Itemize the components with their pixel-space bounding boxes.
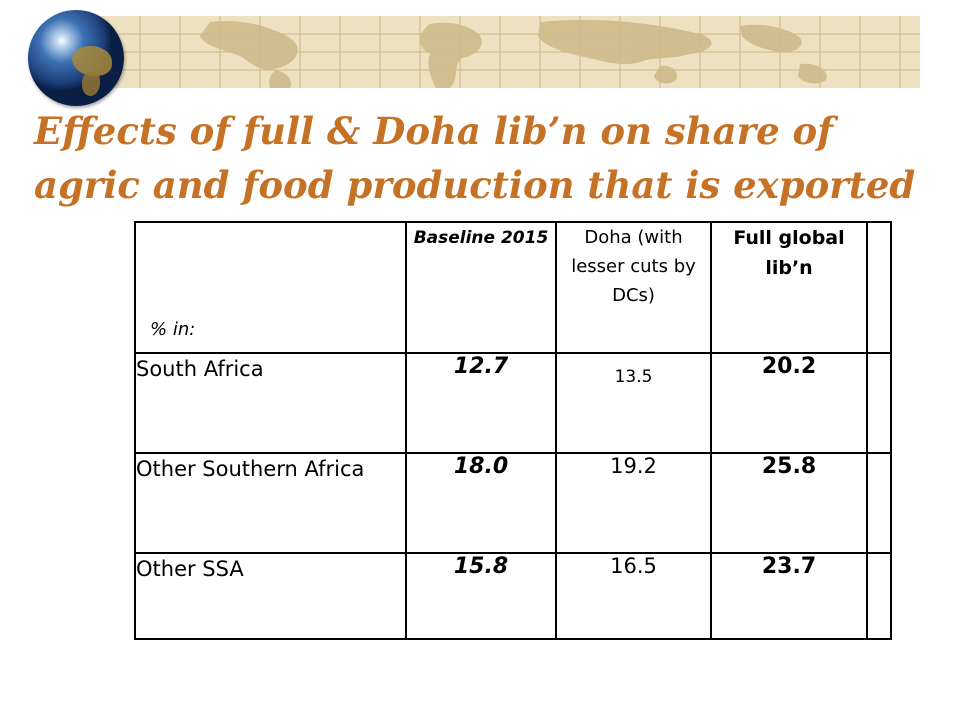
header-doha: Doha (with lesser cuts by DCs) <box>555 221 712 354</box>
row-baseline: 15.8 <box>405 552 557 640</box>
row-baseline: 12.7 <box>405 352 557 454</box>
map-banner <box>100 16 920 88</box>
row-blank <box>866 352 892 454</box>
title-line-2: agric and food production that is export… <box>34 163 916 207</box>
header-label-cell: % in: <box>134 221 407 354</box>
row-full: 23.7 <box>710 552 868 640</box>
row-region: South Africa <box>134 352 407 454</box>
row-doha: 16.5 <box>555 552 712 640</box>
globe-logo <box>28 10 124 106</box>
row-full: 20.2 <box>710 352 868 454</box>
table-row: Other SSA 15.8 16.5 23.7 <box>134 552 892 640</box>
header-blank <box>866 221 892 354</box>
row-region: Other SSA <box>134 552 407 640</box>
export-share-table: % in: Baseline 2015 Doha (with lesser cu… <box>134 221 892 640</box>
header-label: % in: <box>150 319 196 340</box>
row-region: Other Southern Africa <box>134 452 407 554</box>
table-header-row: % in: Baseline 2015 Doha (with lesser cu… <box>134 221 892 354</box>
row-full: 25.8 <box>710 452 868 554</box>
row-blank <box>866 552 892 640</box>
table-row: Other Southern Africa 18.0 19.2 25.8 <box>134 452 892 554</box>
row-doha: 19.2 <box>555 452 712 554</box>
world-map-graphic <box>100 16 920 88</box>
title-line-1: Effects of full & Doha lib’n on share of <box>34 109 834 153</box>
table-row: South Africa 12.7 13.5 20.2 <box>134 352 892 454</box>
row-baseline: 18.0 <box>405 452 557 554</box>
header-baseline: Baseline 2015 <box>405 221 557 354</box>
row-blank <box>866 452 892 554</box>
slide-title: Effects of full & Doha lib’n on share of… <box>34 104 934 212</box>
row-doha: 13.5 <box>555 352 712 454</box>
header-full-lib: Full global lib’n <box>710 221 868 354</box>
